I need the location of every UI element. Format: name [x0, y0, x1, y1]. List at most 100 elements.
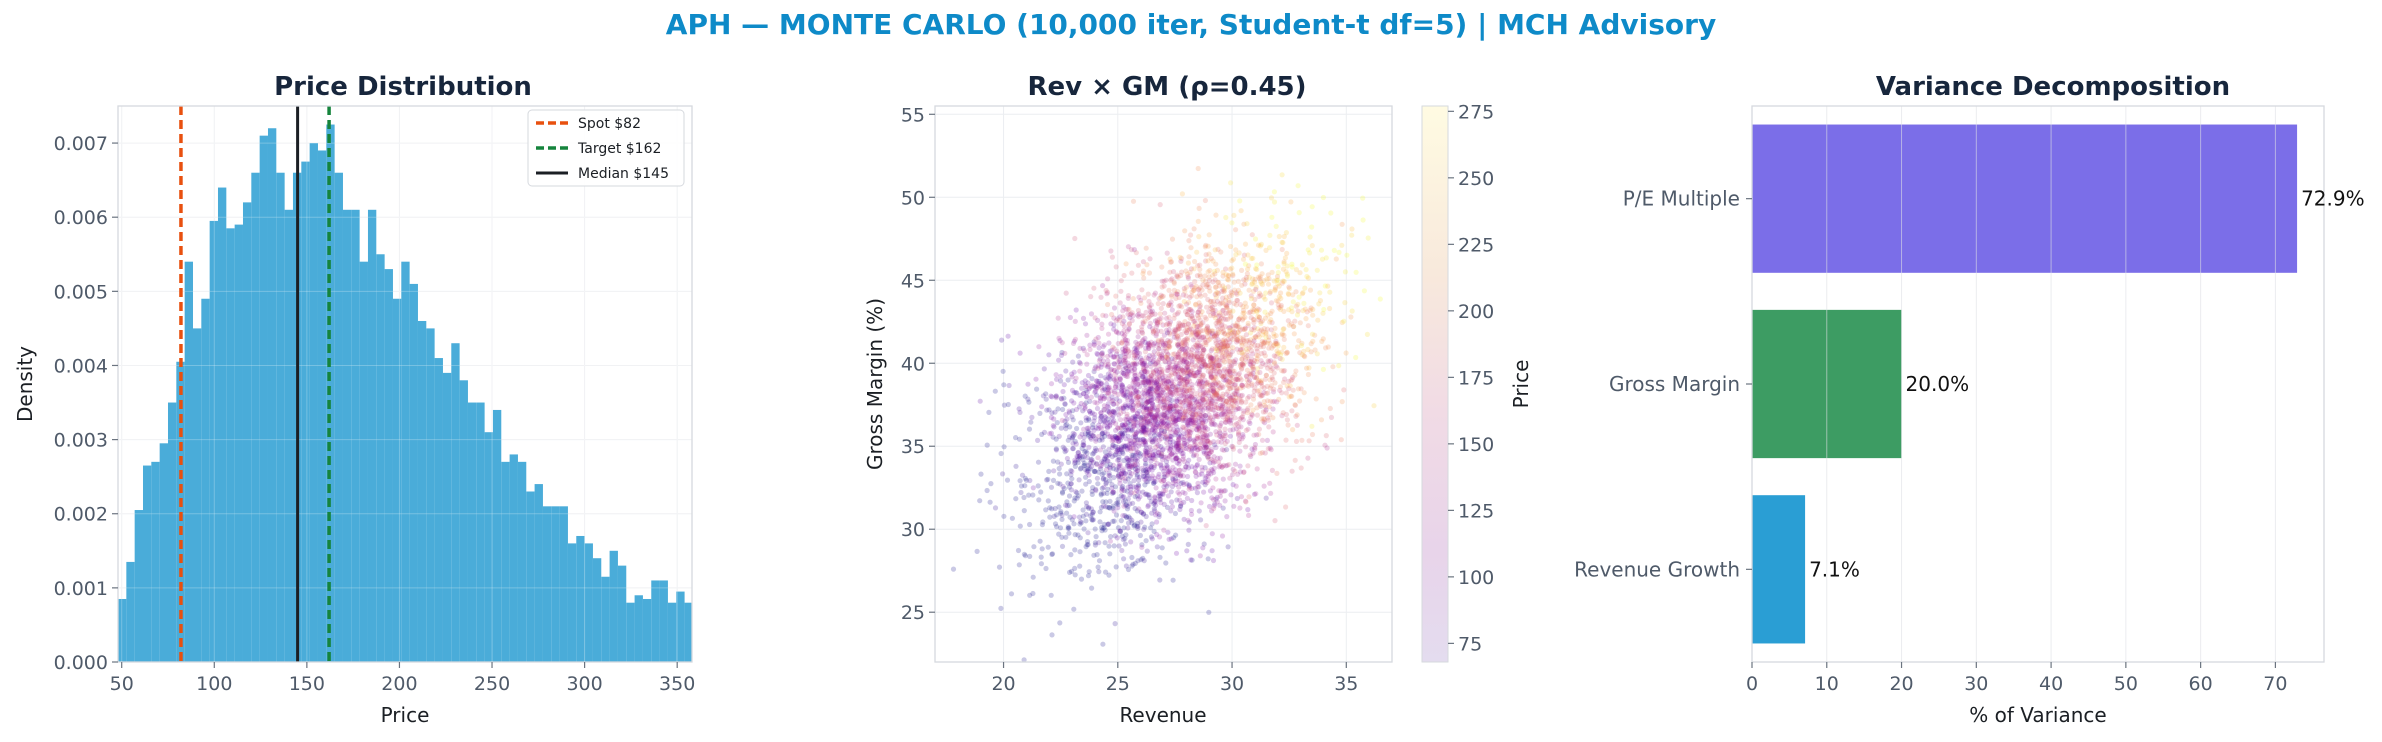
scatter-point: [1105, 504, 1111, 510]
scatter-point: [1283, 230, 1289, 236]
scatter-point: [1202, 273, 1208, 279]
scatter-point: [1098, 410, 1104, 416]
scatter-point: [1228, 180, 1234, 186]
scatter-point: [1064, 416, 1070, 422]
scatter-point: [1154, 544, 1160, 550]
scatter-point: [1215, 246, 1221, 252]
scatter-point: [1235, 338, 1241, 344]
scatter-point: [1169, 389, 1176, 395]
scatter-point: [1277, 306, 1283, 313]
scatter-point: [1172, 387, 1178, 393]
scatter-point: [1101, 423, 1108, 429]
scatter-point: [1216, 459, 1222, 465]
scatter-point: [1225, 379, 1231, 385]
scatter-point: [1213, 332, 1219, 338]
scatter-point: [1293, 303, 1299, 309]
scatter-point: [1270, 415, 1276, 421]
scatter-point: [1041, 366, 1047, 372]
x-tick-label: 0: [1746, 673, 1758, 695]
scatter-point: [1114, 396, 1120, 402]
scatter-point: [1330, 364, 1336, 370]
scatter-point: [1173, 384, 1179, 390]
scatter-point: [1180, 338, 1187, 344]
scatter-point: [1210, 279, 1216, 285]
scatter-point: [1140, 414, 1146, 420]
scatter-point: [1349, 232, 1355, 238]
scatter-point: [1116, 364, 1122, 370]
scatter-point: [1044, 407, 1050, 413]
scatter-point: [1305, 455, 1311, 461]
scatter-point: [1175, 324, 1181, 330]
scatter-point: [1059, 543, 1066, 550]
scatter-point: [1225, 272, 1232, 278]
scatter-point: [1177, 323, 1184, 329]
scatter-point: [1226, 293, 1233, 299]
scatter-point: [1130, 423, 1137, 429]
scatter-point: [1125, 397, 1131, 403]
scatter-point: [1114, 447, 1120, 453]
scatter-point: [1168, 489, 1174, 495]
scatter-point: [1089, 585, 1095, 591]
scatter-point: [1224, 302, 1230, 308]
scatter-point: [1343, 350, 1349, 356]
scatter-point: [1201, 431, 1207, 437]
scatter-point: [1084, 539, 1091, 545]
scatter-point: [1176, 461, 1182, 467]
scatter-point: [1104, 390, 1110, 396]
scatter-point: [1341, 387, 1347, 393]
scatter-point: [1083, 415, 1089, 421]
scatter-point: [1323, 255, 1329, 261]
scatter-point: [1149, 467, 1155, 473]
scatter-point: [1141, 387, 1147, 393]
scatter-point: [1111, 377, 1117, 383]
scatter-y-label: Gross Margin (%): [863, 298, 887, 470]
scatter-point: [1062, 350, 1068, 356]
scatter-point: [1213, 284, 1219, 290]
scatter-point: [1155, 390, 1161, 396]
scatter-point: [1125, 525, 1131, 531]
scatter-point: [1371, 403, 1377, 409]
scatter-point: [1096, 569, 1102, 575]
scatter-point: [1105, 331, 1112, 337]
scatter-point: [1279, 349, 1285, 355]
scatter-point: [1095, 334, 1101, 341]
scatter-point: [1176, 303, 1182, 309]
scatter-point: [1092, 315, 1098, 321]
scatter-point: [1073, 375, 1079, 381]
scatter-point: [1077, 361, 1084, 367]
scatter-point: [1133, 393, 1139, 399]
scatter-point: [1160, 412, 1166, 418]
scatter-point: [1154, 413, 1160, 419]
scatter-point: [1095, 481, 1101, 487]
histogram-bar: [684, 602, 692, 662]
scatter-point: [1137, 532, 1143, 539]
scatter-point: [1218, 420, 1224, 426]
scatter-point: [1166, 436, 1172, 442]
scatter-point: [1064, 422, 1070, 428]
scatter-point: [1181, 394, 1187, 400]
scatter-point: [1143, 406, 1149, 412]
scatter-point: [1171, 364, 1178, 370]
scatter-point: [1284, 263, 1290, 269]
scatter-point: [1200, 545, 1206, 551]
scatter-point: [1230, 466, 1236, 473]
scatter-point: [1188, 448, 1194, 454]
scatter-point: [1163, 454, 1169, 460]
scatter-point: [1075, 454, 1081, 460]
scatter-point: [1130, 463, 1136, 469]
scatter-point: [1081, 348, 1087, 354]
scatter-point: [1078, 420, 1084, 426]
scatter-point: [1190, 364, 1196, 370]
x-tick-label: 100: [196, 673, 232, 695]
scatter-point: [1119, 432, 1125, 438]
scatter-point: [1277, 387, 1283, 393]
scatter-point: [1289, 408, 1295, 414]
scatter-point: [1275, 277, 1281, 283]
scatter-point: [1105, 453, 1111, 459]
scatter-point: [1143, 245, 1149, 251]
scatter-point: [1106, 543, 1112, 549]
scatter-point: [1221, 289, 1227, 295]
scatter-point: [1211, 312, 1217, 318]
scatter-point: [1177, 405, 1184, 411]
scatter-point: [1178, 258, 1184, 264]
